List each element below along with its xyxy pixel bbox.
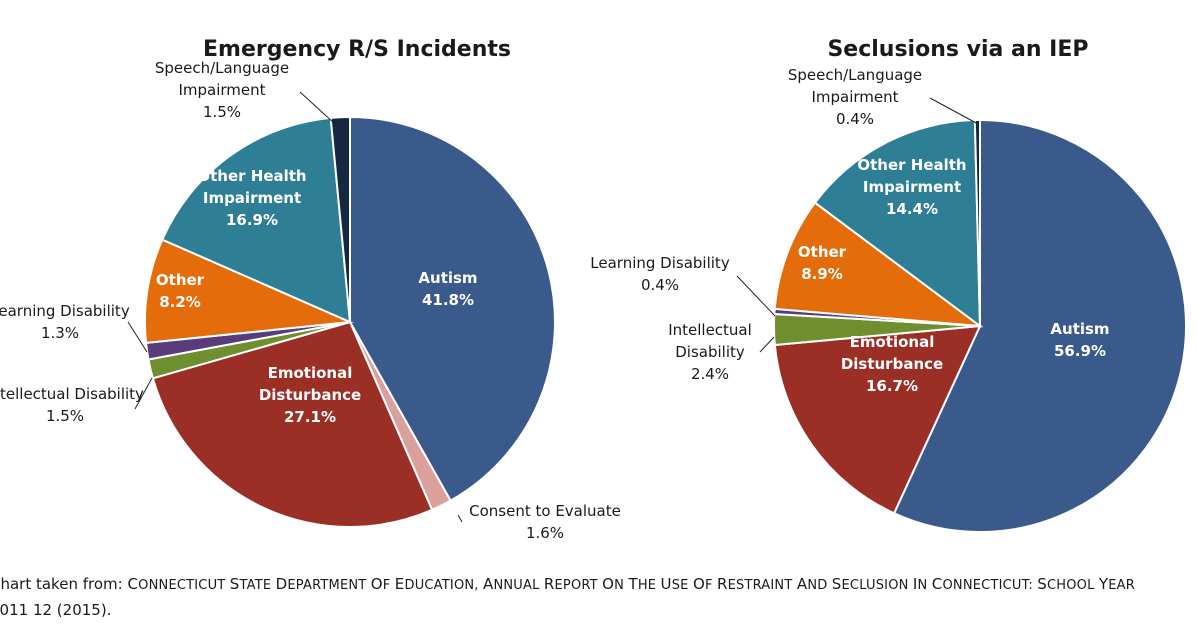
pie-slice-other-health-impairment bbox=[160, 116, 352, 324]
caption-line-1: Chart taken from: CONNECTICUT STATE DEPA… bbox=[0, 572, 1197, 598]
data-label-other-health-impairment: Other Health Impairment 16.9% bbox=[197, 167, 306, 229]
leader-line-speech-language-impairment bbox=[929, 97, 979, 125]
data-label-other: Other 8.9% bbox=[798, 243, 847, 283]
pie-charts: Emergency R/S Incidents Seclusions via a… bbox=[0, 37, 1187, 542]
pie-seclusions-via-iep: Autism 56.9% Emotional Disturbance 16.7% Inte… bbox=[590, 66, 1187, 533]
leader-line-learning-disability bbox=[736, 275, 776, 317]
chart-title-seclusions: Seclusions via an IEP bbox=[827, 37, 1088, 62]
data-label-autism: Autism 56.9% bbox=[1050, 320, 1109, 360]
pie-emergency-rs-incidents: Autism 41.8% Consent to Evaluate 1.6% Emotio… bbox=[0, 59, 621, 542]
chart-title-emergency: Emergency R/S Incidents bbox=[203, 37, 511, 62]
caption-line-2: 2011 12 (2015). bbox=[0, 601, 112, 619]
data-label-learning-disability: Learning Disability 1.3% bbox=[0, 302, 130, 342]
data-label-intellectual-disability: Intellectual Disability 1.5% bbox=[0, 385, 144, 425]
pie-slice-emotional-disturbance bbox=[151, 320, 434, 528]
leader-line-intellectual-disability bbox=[759, 336, 775, 353]
pie-slice-speech-language-impairment bbox=[973, 118, 981, 327]
leader-line-speech-language-impairment bbox=[299, 91, 336, 125]
data-label-other: Other 8.2% bbox=[156, 271, 205, 311]
data-label-emotional-disturbance: Emotional Disturbance 16.7% bbox=[841, 333, 943, 395]
pie-slice-other-health-impairment bbox=[813, 119, 982, 329]
data-label-emotional-disturbance: Emotional Disturbance 27.1% bbox=[259, 364, 361, 426]
caption-source: CONNECTICUT STATE DEPARTMENT OF EDUCATIO… bbox=[127, 575, 1136, 593]
data-label-learning-disability: Learning Disability 0.4% bbox=[590, 254, 730, 294]
leader-line-intellectual-disability bbox=[134, 377, 153, 410]
source-caption: Chart taken from: CONNECTICUT STATE DEPA… bbox=[0, 572, 1197, 623]
data-label-intellectual-disability: Intellectual Disability 2.4% bbox=[668, 321, 752, 383]
pie-slice-other bbox=[773, 201, 984, 328]
caption-prefix: Chart taken from: bbox=[0, 575, 123, 593]
pie-slice-emotional-disturbance bbox=[773, 324, 982, 515]
pie-slice-other bbox=[144, 238, 354, 345]
pie-slice-autism bbox=[349, 115, 556, 503]
data-label-other-health-impairment: Other Health Impairment 14.4% bbox=[857, 156, 966, 218]
leader-line-consent-to-evaluate bbox=[457, 514, 463, 523]
data-label-autism: Autism 41.8% bbox=[418, 269, 477, 309]
data-label-consent-to-evaluate: Consent to Evaluate 1.6% bbox=[469, 502, 621, 542]
leader-line-learning-disability bbox=[127, 321, 148, 353]
data-label-speech-language-impairment: Speech/Language Impairment 0.4% bbox=[788, 66, 922, 128]
data-label-speech-language-impairment: Speech/Language Impairment 1.5% bbox=[155, 59, 289, 121]
pie-slice-speech-language-impairment bbox=[329, 115, 351, 323]
pie-slice-autism bbox=[892, 118, 1187, 533]
